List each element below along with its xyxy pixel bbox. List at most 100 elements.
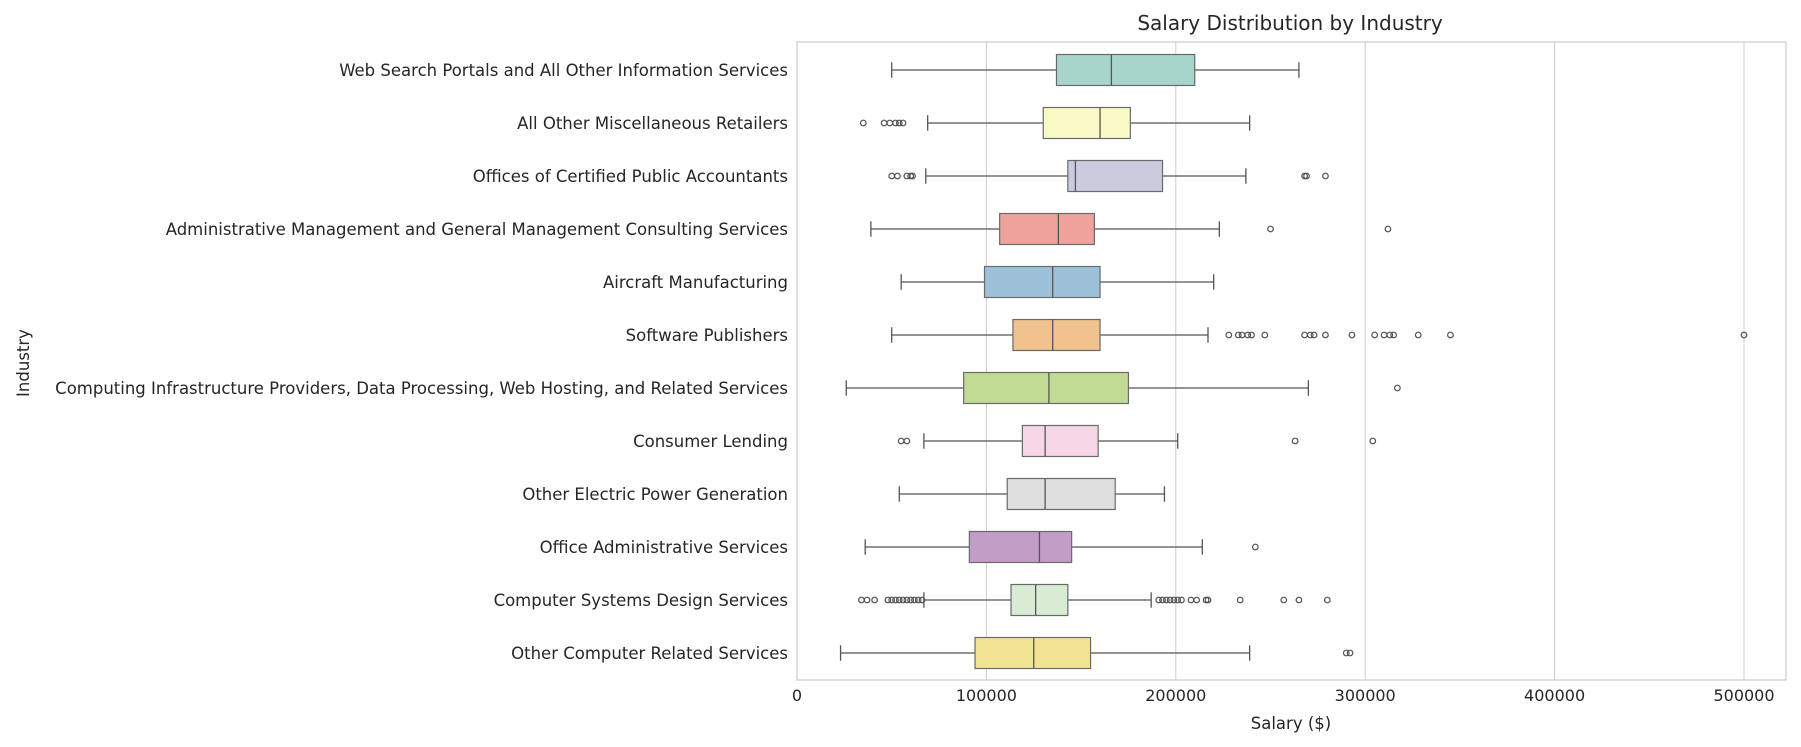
outlier-point <box>1244 331 1252 339</box>
y-axis-label: Industry <box>14 329 33 397</box>
outlier-point <box>1342 649 1350 657</box>
x-tick-label: 100000 <box>956 686 1017 705</box>
outlier-point <box>1234 331 1242 339</box>
box-group <box>864 530 1259 564</box>
x-tick-label: 0 <box>792 686 802 705</box>
y-category-label: Offices of Certified Public Accountants <box>473 167 788 186</box>
boxes <box>839 53 1748 670</box>
outlier-point <box>1306 331 1314 339</box>
box-group <box>839 636 1354 670</box>
outlier-point <box>1248 331 1255 339</box>
outlier-point <box>1193 596 1201 604</box>
y-category-label: Web Search Portals and All Other Informa… <box>339 61 788 80</box>
outlier-point <box>1170 596 1178 604</box>
box-group <box>870 212 1392 246</box>
outlier-point <box>893 172 901 180</box>
outlier-point <box>1346 649 1354 657</box>
outlier-point <box>1303 172 1310 180</box>
outlier-point <box>1310 331 1318 339</box>
outlier-point <box>884 596 892 604</box>
outlier-point <box>895 596 903 604</box>
x-tick-label: 400000 <box>1524 686 1585 705</box>
box-group <box>888 159 1329 193</box>
iqr-box <box>983 265 1101 299</box>
x-tick-label: 500000 <box>1713 686 1774 705</box>
outlier-point <box>1174 596 1182 604</box>
outlier-point <box>1162 596 1170 604</box>
iqr-box <box>999 212 1095 246</box>
box-group <box>900 265 1215 299</box>
outlier-point <box>1261 331 1269 339</box>
iqr-box <box>1010 583 1069 617</box>
box-group <box>859 106 1251 140</box>
outlier-point <box>892 119 899 127</box>
outlier-point <box>909 172 916 180</box>
y-category-label: Computing Infrastructure Providers, Data… <box>55 379 788 398</box>
outlier-point <box>886 119 894 127</box>
y-category-label: Software Publishers <box>626 326 788 345</box>
outlier-point <box>1225 331 1233 339</box>
outlier-point <box>907 596 915 604</box>
outlier-point <box>1380 331 1388 339</box>
y-category-label: All Other Miscellaneous Retailers <box>517 114 788 133</box>
outlier-point <box>1295 596 1303 604</box>
outlier-point <box>914 596 922 604</box>
outlier-point <box>1323 596 1331 604</box>
box-group <box>891 318 1748 352</box>
x-axis-label: Salary ($) <box>1251 714 1331 733</box>
box-group <box>898 477 1166 511</box>
iqr-box <box>963 371 1130 405</box>
outlier-point <box>899 119 907 127</box>
outlier-point <box>1390 331 1398 339</box>
outlier-point <box>1236 596 1244 604</box>
outlier-point <box>1155 596 1163 604</box>
outlier-point <box>1204 596 1212 604</box>
box-group <box>897 424 1377 458</box>
outlier-point <box>1301 331 1308 339</box>
outlier-point <box>1291 437 1299 445</box>
box-group <box>845 371 1401 405</box>
outlier-point <box>897 437 905 445</box>
y-category-label: Other Computer Related Services <box>511 644 788 663</box>
outlier-point <box>1238 331 1246 339</box>
outlier-point <box>911 596 918 604</box>
x-axis-ticks: 0 100000 200000 300000 400000 500000 <box>792 686 1775 705</box>
outlier-point <box>1267 225 1274 233</box>
box-group <box>857 583 1331 617</box>
y-category-label: Office Administrative Services <box>540 538 788 557</box>
iqr-box <box>1067 159 1164 193</box>
outlier-point <box>1178 596 1185 604</box>
iqr-box <box>1055 53 1196 87</box>
y-category-label: Administrative Management and General Ma… <box>166 220 788 239</box>
iqr-box <box>1006 477 1116 511</box>
outlier-point <box>1386 331 1394 339</box>
outlier-point <box>1322 331 1329 339</box>
y-category-label: Computer Systems Design Services <box>494 591 788 610</box>
x-tick-label: 200000 <box>1145 686 1206 705</box>
outlier-point <box>899 596 907 604</box>
outlier-point <box>903 437 911 445</box>
outlier-point <box>1251 543 1259 551</box>
iqr-box <box>968 530 1073 564</box>
outlier-point <box>1166 596 1174 604</box>
outlier-point <box>903 596 911 604</box>
outlier-point <box>871 596 879 604</box>
outlier-point <box>880 119 888 127</box>
outlier-point <box>1371 331 1379 339</box>
y-category-label: Consumer Lending <box>633 432 788 451</box>
outlier-point <box>888 172 896 180</box>
outlier-point <box>1393 384 1401 392</box>
y-category-label: Other Electric Power Generation <box>522 485 788 504</box>
outlier-point <box>1322 172 1329 180</box>
outlier-point <box>1187 596 1195 604</box>
outlier-point <box>1159 596 1166 604</box>
iqr-box <box>974 636 1092 670</box>
outlier-point <box>859 119 867 127</box>
outlier-point <box>863 596 871 604</box>
gridlines <box>985 42 1745 680</box>
outlier-point <box>918 596 926 604</box>
outlier-point <box>1384 225 1392 233</box>
plot-frame <box>796 41 1787 681</box>
y-axis-categories: Web Search Portals and All Other Informa… <box>55 61 788 663</box>
